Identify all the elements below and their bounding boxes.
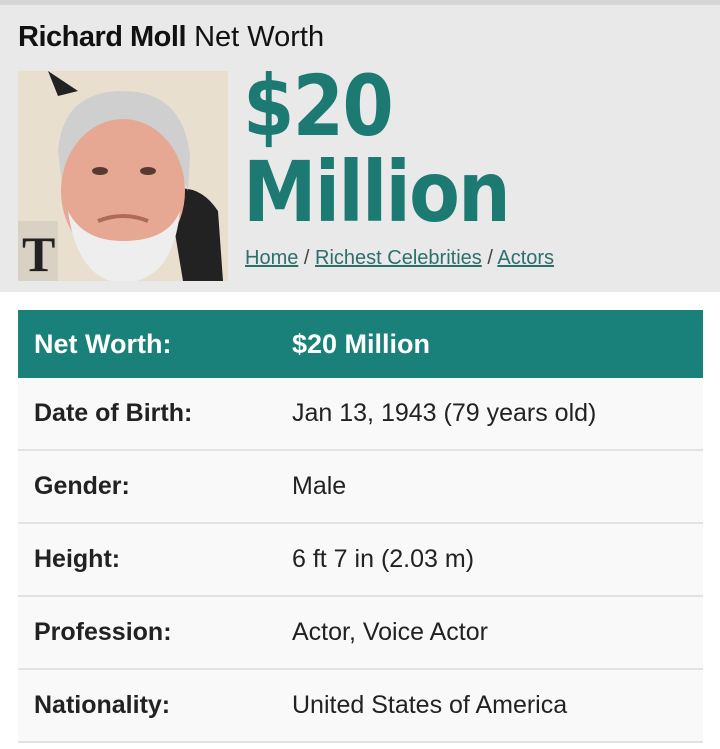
table-row: Nationality: United States of America <box>18 670 703 743</box>
net-worth-headline: $20 Million <box>243 57 511 241</box>
table-row: Date of Birth: Jan 13, 1943 (79 years old… <box>18 378 703 451</box>
svg-text:T: T <box>22 226 55 281</box>
table-row: Height: 6 ft 7 in (2.03 m) <box>18 524 703 597</box>
table-row: Gender: Male <box>18 451 703 524</box>
breadcrumb-home[interactable]: Home <box>245 247 299 269</box>
breadcrumb-actors[interactable]: Actors <box>497 247 555 269</box>
table-row: Profession: Actor, Voice Actor <box>18 597 703 670</box>
header-section: Richard Moll Net Worth T $20 Million Hom… <box>0 0 720 292</box>
celebrity-photo: T <box>18 71 228 281</box>
facts-header-row: Net Worth: $20 Million <box>18 310 703 378</box>
breadcrumb-richest-celebrities[interactable]: Richest Celebrities <box>315 247 482 269</box>
facts-table: Net Worth: $20 Million Date of Birth: Jan… <box>18 310 703 743</box>
breadcrumb: Home / Richest Celebrities / Actors <box>245 247 555 269</box>
page-title: Richard Moll Net Worth <box>18 21 325 53</box>
